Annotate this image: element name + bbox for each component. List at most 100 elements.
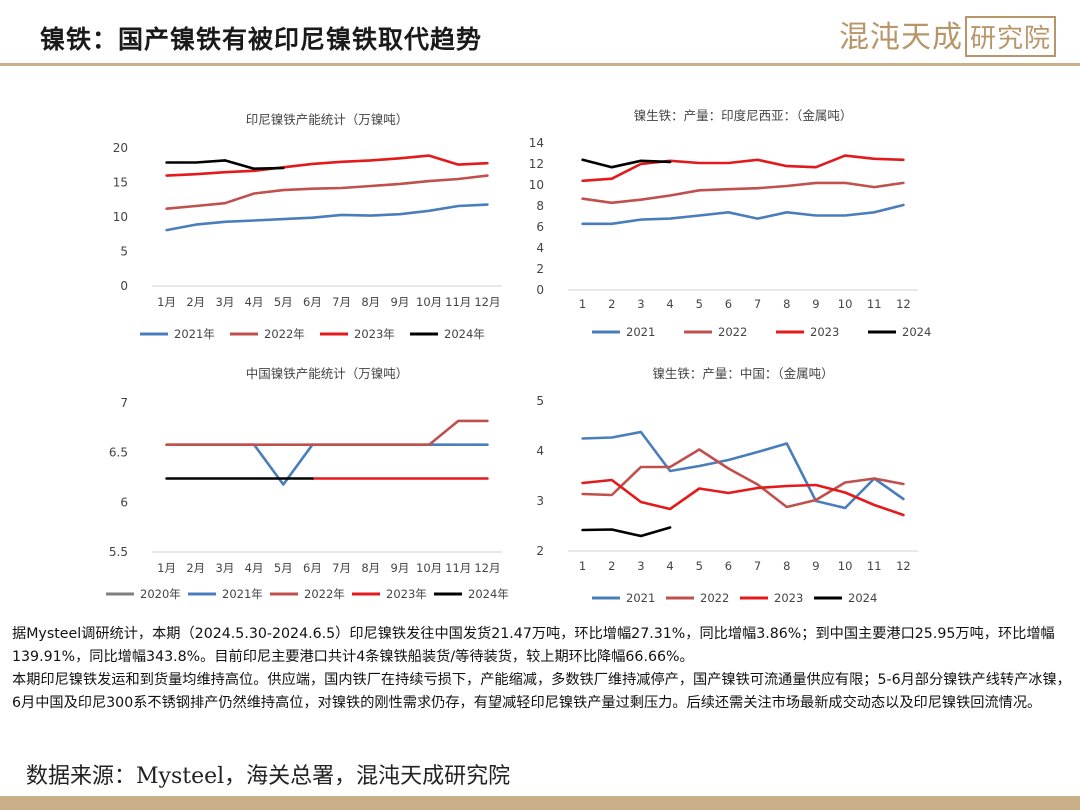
y-tick-label: 12	[529, 157, 544, 171]
series-line-2023	[581, 478, 905, 517]
y-tick-label: 2	[536, 544, 544, 558]
chart-indonesia-npi-output: 镍生铁：产量：印度尼西亚：（金属吨） 0 2 4 6 8 10 12 14 1 2 3 4 5 6 7 8 9 10…	[512, 102, 932, 350]
y-tick-label: 2	[536, 262, 544, 276]
legend-label: 2021年	[222, 587, 263, 601]
x-tick-label: 8	[783, 559, 790, 573]
x-tick-label: 3	[637, 559, 644, 573]
commentary-paragraph-2: 本期印尼镍铁发运和到货量均维持高位。供应端，国内铁厂在持续亏损下，产能缩减，多数…	[12, 672, 1071, 711]
legend-label: 2021年	[174, 327, 215, 341]
chart-title: 印尼镍铁产能统计（万镍吨）	[246, 112, 409, 127]
x-tick-label: 2	[608, 559, 615, 573]
x-tick-label: 11月	[445, 561, 471, 575]
legend-label: 2020年	[140, 587, 181, 601]
brand-name: 混沌天成	[838, 20, 963, 55]
series-line-2023	[581, 154, 905, 183]
y-tick-label: 6	[120, 495, 128, 509]
x-tick-label: 7	[754, 559, 761, 573]
series-line-2024	[581, 158, 672, 169]
header: 镍铁：国产镍铁有被印尼镍铁取代趋势 混沌天成 研究院	[0, 0, 1080, 66]
x-tick-label: 8月	[361, 561, 380, 575]
x-tick-label: 2月	[186, 561, 205, 575]
chart-svg: 中国镍铁产能统计（万镍吨） 5.5 6 6.5 7 1月 2月 3月 4月 5月 6月 7月 8月 9月 1…	[106, 366, 509, 601]
data-source: 数据来源：Mysteel，海关总署，混沌天成研究院	[26, 764, 511, 789]
page-title: 镍铁：国产镍铁有被印尼镍铁取代趋势	[40, 25, 483, 54]
commentary-paragraph-1: 据Mysteel调研统计，本期（2024.5.30-2024.6.5）印尼镍铁发…	[12, 626, 1055, 665]
y-tick-label: 15	[113, 176, 128, 190]
x-tick-label: 11	[867, 559, 882, 573]
series-line-2024	[581, 526, 672, 538]
x-tick-label: 6	[725, 559, 732, 573]
legend-label: 2021	[626, 325, 655, 339]
legend-label: 2024	[848, 591, 877, 605]
legend-label: 2023年	[386, 587, 427, 601]
x-tick-label: 12月	[474, 295, 500, 309]
x-tick-label: 10月	[416, 295, 442, 309]
x-tick-label: 10月	[416, 561, 442, 575]
y-tick-label: 7	[120, 396, 128, 410]
chart-title: 镍生铁：产量：印度尼西亚：（金属吨）	[634, 108, 853, 123]
y-tick-label: 6	[536, 220, 544, 234]
y-tick-label: 4	[536, 241, 544, 255]
series-line-2022	[581, 448, 905, 509]
legend-label: 2024	[902, 325, 931, 339]
x-tick-label: 11	[867, 297, 882, 311]
legend-label: 2023年	[354, 327, 395, 341]
x-tick-label: 12月	[474, 561, 500, 575]
x-tick-label: 7月	[332, 561, 351, 575]
x-tick-label: 2	[608, 297, 615, 311]
y-tick-label: 4	[536, 444, 544, 458]
legend-label: 2022	[700, 591, 729, 605]
y-tick-label: 8	[536, 199, 544, 213]
legend-label: 2024年	[468, 587, 509, 601]
x-tick-label: 9	[812, 559, 819, 573]
footer-bar	[0, 796, 1080, 810]
x-tick-label: 7月	[332, 295, 351, 309]
x-tick-label: 1	[579, 559, 586, 573]
series-line-2021年	[165, 203, 489, 232]
x-tick-label: 10	[838, 297, 853, 311]
x-tick-label: 5月	[274, 561, 293, 575]
legend-label: 2022年	[304, 587, 345, 601]
y-tick-label: 5	[120, 245, 128, 259]
x-tick-label: 4月	[245, 561, 264, 575]
x-tick-label: 5	[696, 297, 703, 311]
y-tick-label: 0	[536, 283, 544, 297]
chart-title: 中国镍铁产能统计（万镍吨）	[246, 366, 409, 381]
chart-svg: 印尼镍铁产能统计（万镍吨） 0 5 10 15 20 1月 2月 3月 4月 5月 6月 7月 8月 9月 1…	[113, 112, 502, 341]
series-line-2024年	[165, 159, 285, 170]
series-line-2021	[581, 203, 905, 226]
legend-label: 2023	[774, 591, 803, 605]
x-tick-label: 8	[783, 297, 790, 311]
commentary: 据Mysteel调研统计，本期（2024.5.30-2024.6.5）印尼镍铁发…	[12, 623, 1072, 715]
header-divider	[0, 63, 1080, 66]
x-tick-label: 6月	[303, 561, 322, 575]
chart-china-ferronickel-capacity: 中国镍铁产能统计（万镍吨） 5.5 6 6.5 7 1月 2月 3月 4月 5月 6月 7月 8月 9月 1…	[96, 360, 516, 610]
x-tick-label: 3月	[216, 561, 235, 575]
x-tick-label: 9月	[391, 295, 410, 309]
x-tick-label: 12	[896, 559, 911, 573]
y-tick-label: 5.5	[109, 545, 128, 559]
y-tick-label: 6.5	[109, 446, 128, 460]
brand-logo: 混沌天成 研究院	[839, 12, 1056, 57]
x-tick-label: 5月	[274, 295, 293, 309]
y-tick-label: 10	[113, 210, 128, 224]
series-line-2022年	[165, 419, 489, 446]
series-line-2021	[581, 430, 905, 510]
x-tick-label: 10	[838, 559, 853, 573]
series-line-2023年	[165, 154, 489, 177]
x-tick-label: 1月	[157, 295, 176, 309]
series-line-2022年	[165, 174, 489, 210]
x-tick-label: 9月	[391, 561, 410, 575]
brand-box: 研究院	[964, 16, 1056, 57]
x-tick-label: 11月	[445, 295, 471, 309]
chart-indonesia-ferronickel-capacity: 印尼镍铁产能统计（万镍吨） 0 5 10 15 20 1月 2月 3月 4月 5月 6月 7月 8月 9月 1…	[96, 102, 516, 350]
y-tick-label: 5	[536, 394, 544, 408]
x-tick-label: 1	[579, 297, 586, 311]
x-tick-label: 9	[812, 297, 819, 311]
legend-label: 2022	[718, 325, 747, 339]
y-tick-label: 3	[536, 494, 544, 508]
x-tick-label: 4月	[245, 295, 264, 309]
x-tick-label: 2月	[186, 295, 205, 309]
